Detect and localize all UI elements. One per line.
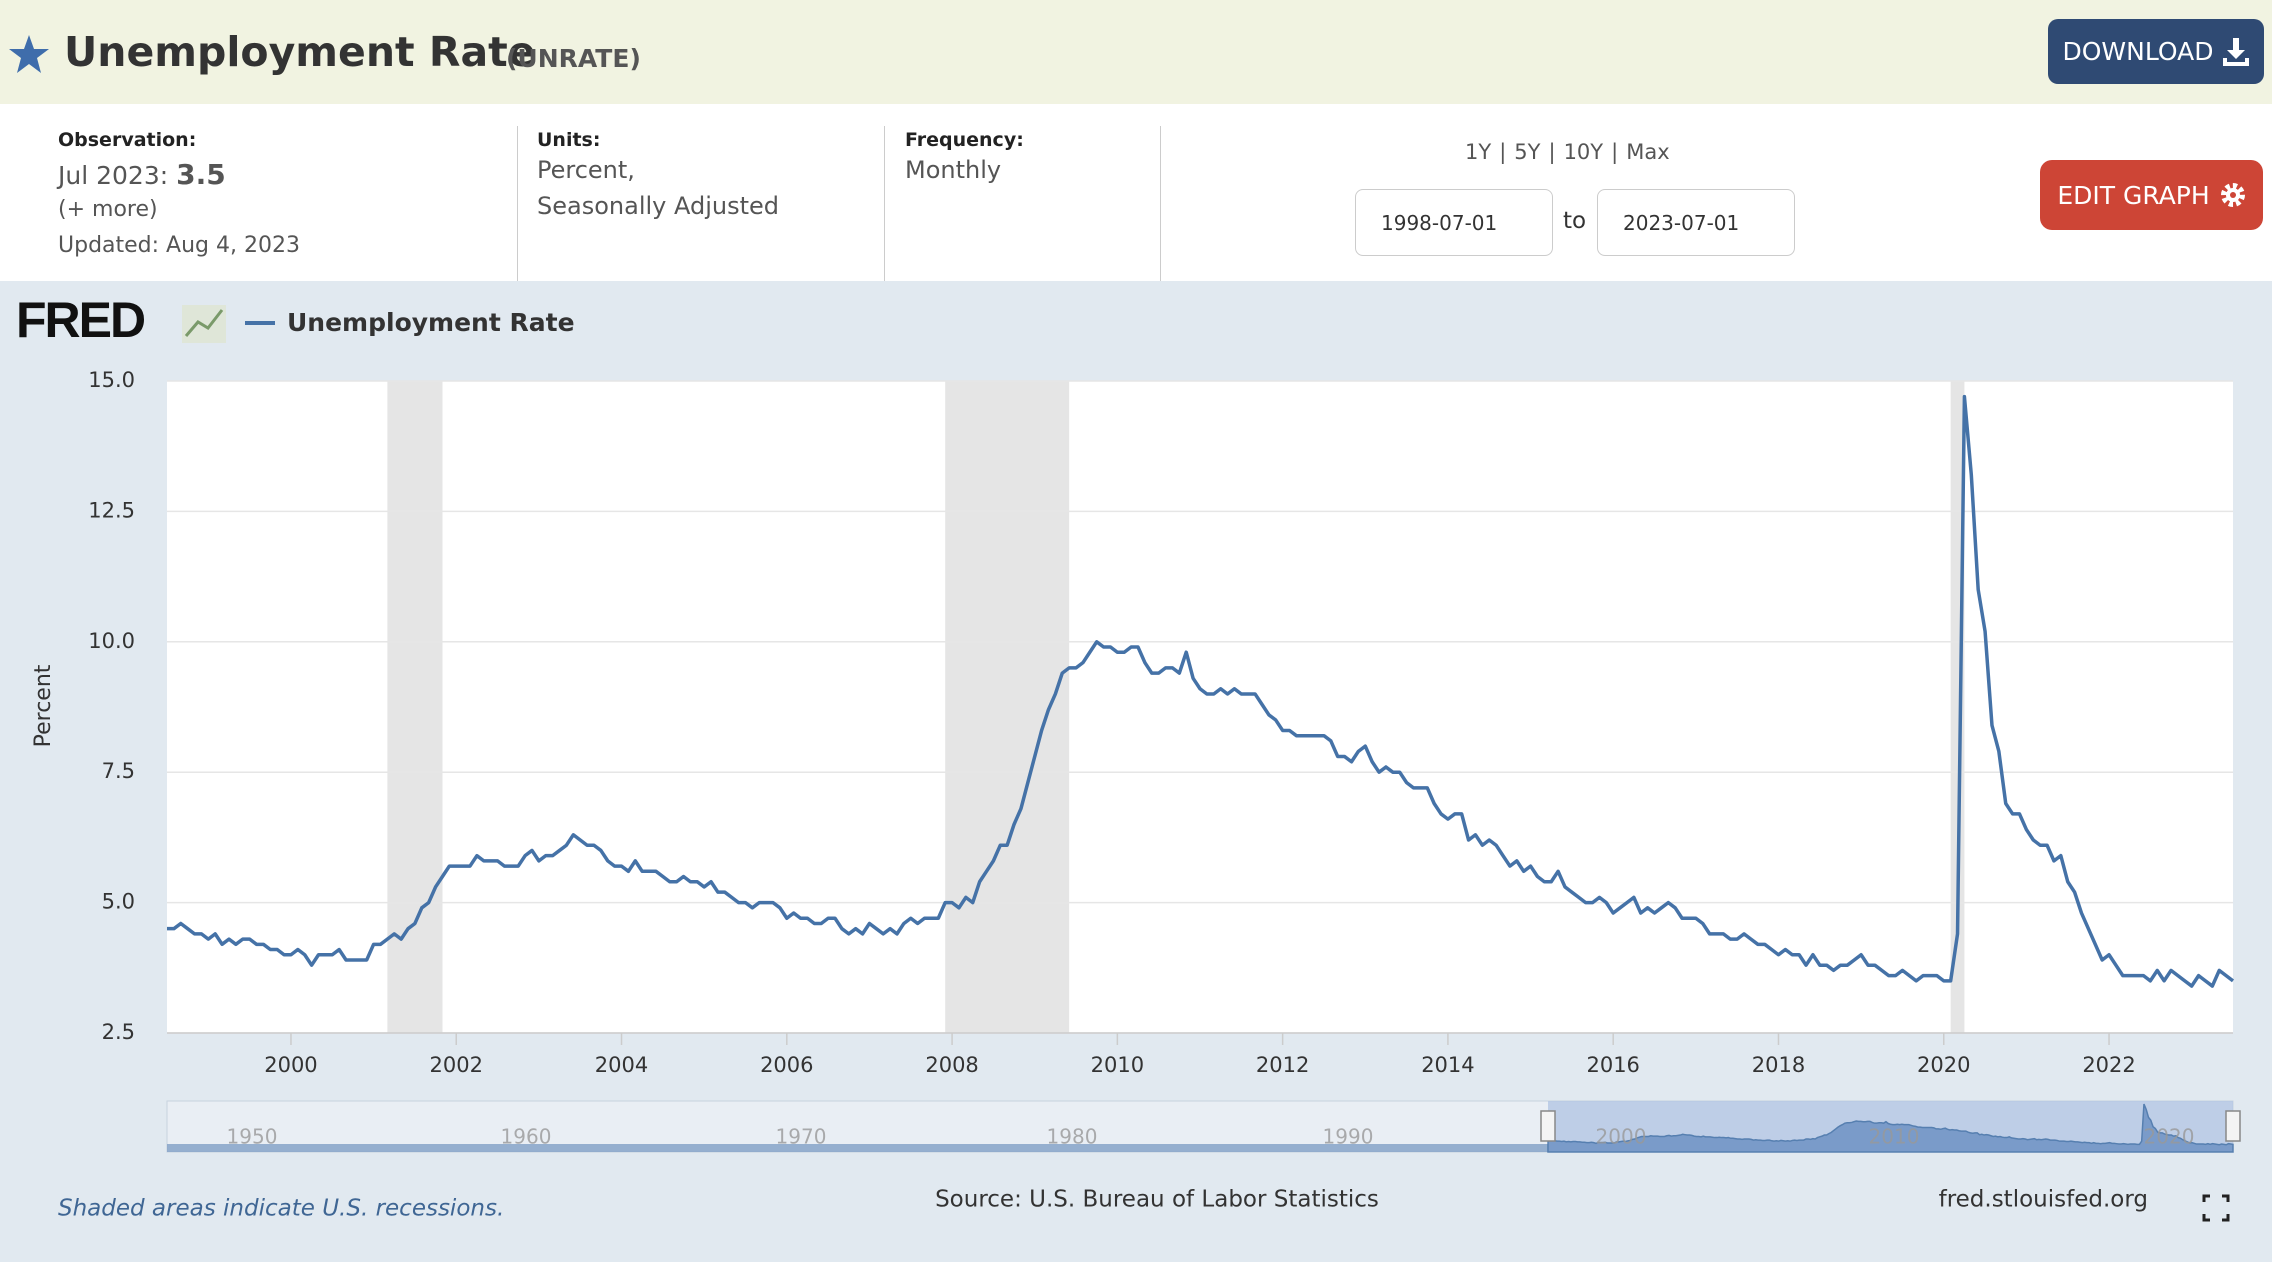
download-icon	[2223, 37, 2250, 66]
period-link[interactable]: 5Y	[1514, 140, 1541, 164]
frequency-label: Frequency:	[905, 129, 1024, 151]
navigator-label: 1980	[1047, 1125, 1098, 1149]
download-label: DOWNLOAD	[2062, 37, 2214, 66]
to-label: to	[1563, 208, 1587, 234]
x-tick-label: 2012	[1256, 1053, 1309, 1077]
logo-icon	[182, 305, 226, 343]
y-tick-label: 10.0	[88, 629, 135, 653]
x-tick-label: 2000	[264, 1053, 317, 1077]
y-axis-label: Percent	[31, 664, 56, 747]
period-link[interactable]: 10Y	[1563, 140, 1604, 164]
observation-label: Observation:	[58, 129, 197, 151]
x-tick-label: 2020	[1917, 1053, 1970, 1077]
navigator-label: 1970	[776, 1125, 827, 1149]
x-tick-label: 2016	[1586, 1053, 1639, 1077]
x-tick-label: 2010	[1091, 1053, 1144, 1077]
fullscreen-icon[interactable]	[2202, 1194, 2230, 1222]
series-line	[167, 394, 2235, 988]
info-bar: Observation: Jul 2023: 3.5 (+ more) Upda…	[0, 104, 2272, 281]
units-label: Units:	[537, 129, 601, 151]
header: Unemployment Rate (UNRATE) DOWNLOAD	[0, 0, 2272, 104]
recession-note: Shaded areas indicate U.S. recessions.	[58, 1196, 504, 1222]
star-icon[interactable]	[8, 34, 50, 74]
units-line: Percent,	[537, 156, 635, 184]
edit-graph-button[interactable]: EDIT GRAPH	[2040, 160, 2263, 230]
navigator-label: 1950	[227, 1125, 278, 1149]
navigator-label: 2010	[1869, 1125, 1920, 1149]
observation-value: 3.5	[176, 158, 226, 191]
download-button[interactable]: DOWNLOAD	[2048, 19, 2264, 84]
navigator-label: 1960	[501, 1125, 552, 1149]
x-tick-label: 2004	[595, 1053, 648, 1077]
start-date-input[interactable]: 1998-07-01	[1355, 189, 1553, 256]
navigator-label: 2000	[1596, 1125, 1647, 1149]
plot-area	[167, 381, 2233, 1033]
divider	[517, 126, 518, 281]
separator: |	[1611, 140, 1619, 164]
frequency: Monthly	[905, 156, 1002, 184]
observation-date: Jul 2023:	[58, 161, 169, 190]
y-tick-label: 5.0	[102, 890, 135, 914]
source: Source: U.S. Bureau of Labor Statistics	[935, 1187, 1379, 1213]
edit-label: EDIT GRAPH	[2057, 180, 2210, 210]
updated: Updated: Aug 4, 2023	[58, 233, 300, 258]
end-date-input[interactable]: 2023-07-01	[1597, 189, 1795, 256]
x-tick-label: 2022	[2082, 1053, 2135, 1077]
x-tick-label: 2018	[1752, 1053, 1805, 1077]
separator: |	[1548, 140, 1556, 164]
title: Unemployment Rate	[64, 28, 536, 76]
period-link[interactable]: Max	[1626, 140, 1670, 164]
divider	[884, 126, 885, 281]
period-link[interactable]: 1Y	[1465, 140, 1492, 164]
more-link[interactable]: (+ more)	[58, 197, 158, 222]
series-id: (UNRATE)	[506, 44, 641, 73]
x-tick-label: 2002	[430, 1053, 483, 1077]
period-links: 1Y | 5Y | 10Y | Max	[1465, 140, 1670, 164]
navigator-handle[interactable]	[1540, 1110, 1556, 1142]
divider	[1160, 126, 1161, 281]
site[interactable]: fred.stlouisfed.org	[1939, 1187, 2148, 1213]
units-line: Seasonally Adjusted	[537, 192, 780, 220]
navigator-handle[interactable]	[2225, 1110, 2241, 1142]
y-tick-label: 15.0	[88, 368, 135, 392]
x-tick-label: 2014	[1421, 1053, 1474, 1077]
y-tick-label: 7.5	[102, 759, 135, 783]
navigator-base	[167, 1144, 1548, 1152]
legend-label: Unemployment Rate	[287, 308, 575, 337]
fred-logo: FRED	[16, 292, 145, 348]
navigator-label: 2020	[2144, 1125, 2195, 1149]
x-tick-label: 2008	[925, 1053, 978, 1077]
chart: FRED Percent Shaded areas indicate U.S. …	[16, 292, 2241, 1222]
separator: |	[1499, 140, 1507, 164]
y-tick-label: 2.5	[102, 1020, 135, 1044]
x-tick-label: 2006	[760, 1053, 813, 1077]
gear-icon	[2220, 183, 2245, 207]
y-tick-label: 12.5	[88, 498, 135, 522]
navigator-area	[1547, 1103, 2234, 1153]
navigator-label: 1990	[1323, 1125, 1374, 1149]
